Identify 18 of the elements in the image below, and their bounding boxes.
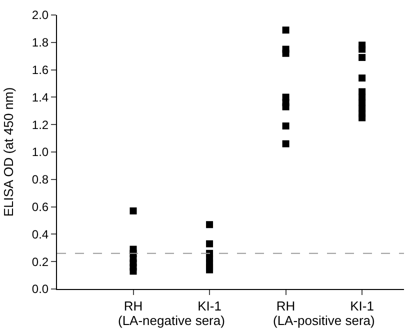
y-tick-label: 2.0: [32, 8, 49, 22]
y-tick-label: 1.0: [32, 145, 49, 160]
x-tick-label: KI-1: [198, 298, 222, 314]
x-tick-label: RH: [276, 298, 296, 314]
y-tick-label: 1.6: [32, 63, 49, 77]
text: (LA-positive sera): [273, 313, 375, 328]
x-tick-label: KI-1: [350, 298, 374, 314]
text: (LA-negative sera): [118, 313, 225, 328]
y-tick-label: 1.4: [32, 90, 49, 104]
y-tick-label: 0.6: [32, 200, 49, 214]
y-tick-label: 0.2: [32, 254, 49, 269]
y-axis-title: ELISA OD (at 450 nm): [0, 87, 16, 217]
y-tick-label: 0.8: [32, 172, 49, 187]
y-tick-label: 1.8: [32, 36, 49, 50]
y-tick-label: 1.2: [32, 118, 49, 132]
y-tick-label: 0.4: [32, 227, 49, 242]
x-tick-label: RH: [124, 298, 143, 314]
y-tick-label: 0.0: [32, 282, 49, 296]
